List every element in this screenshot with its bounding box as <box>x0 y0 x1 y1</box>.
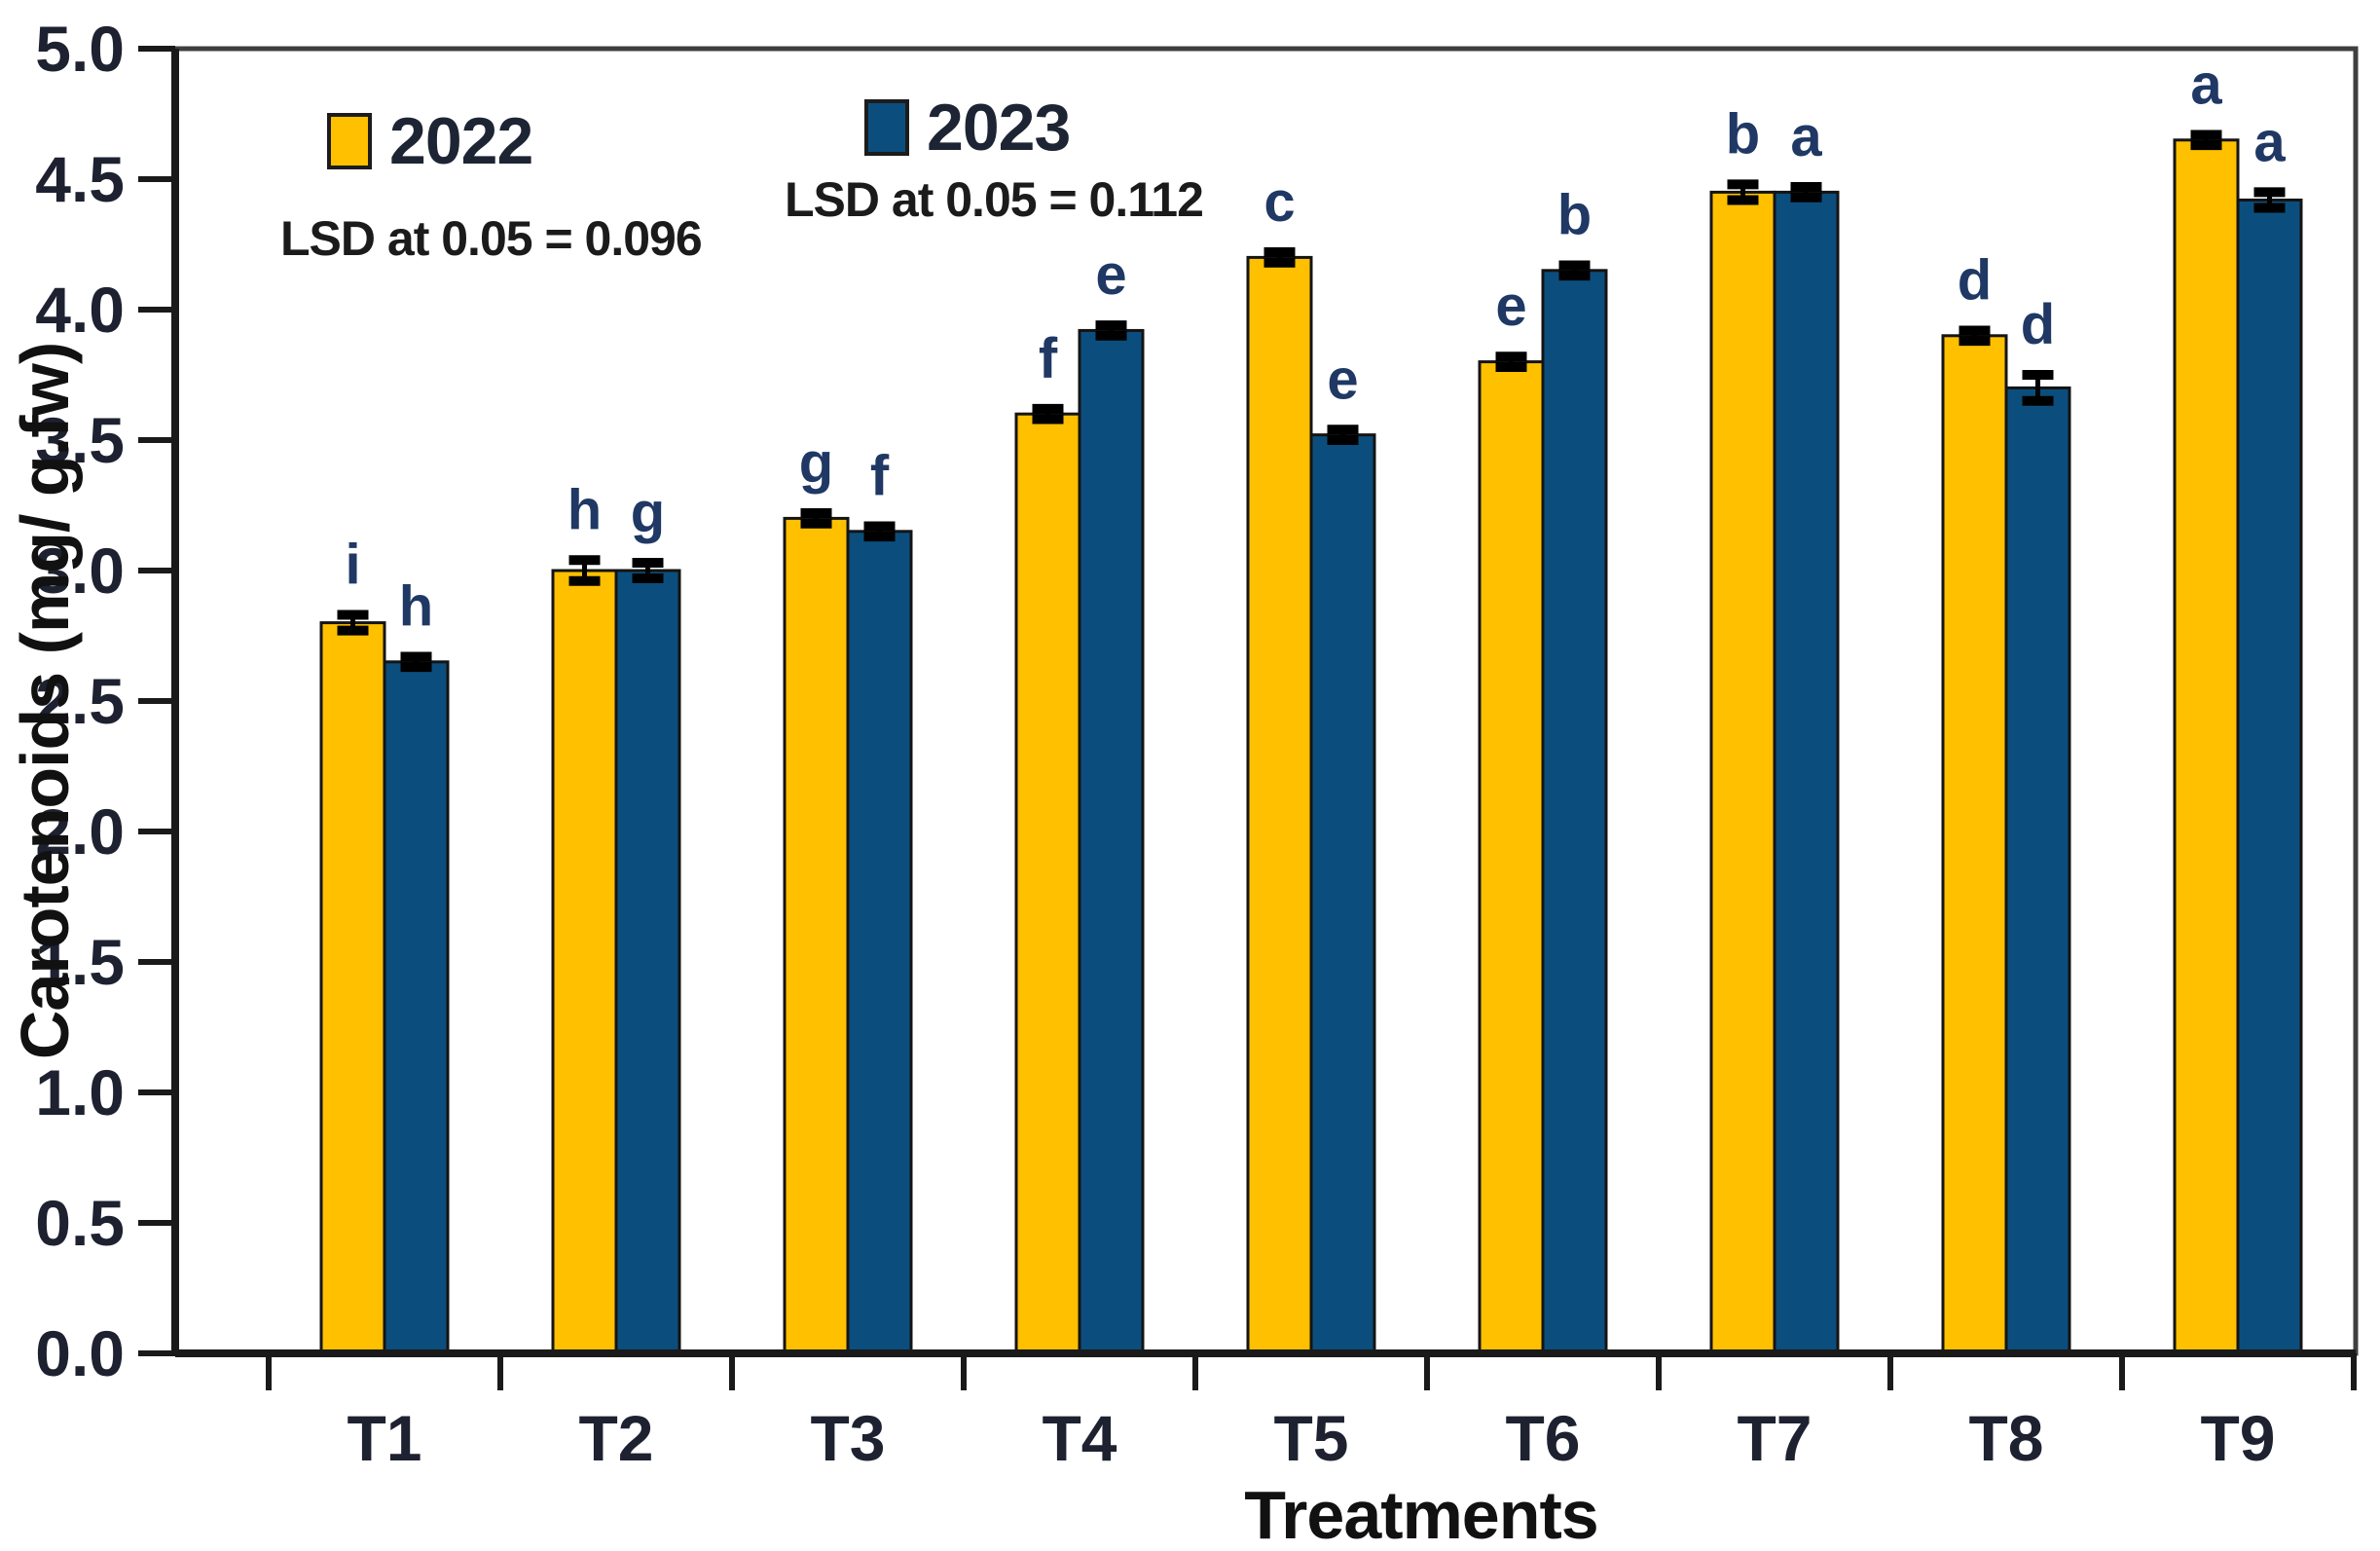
bar-2023-T8 <box>2004 386 2071 1355</box>
bar-2023-T3 <box>846 530 913 1355</box>
sig-letter-2022-T4: f <box>1039 327 1058 390</box>
y-tick-label: 1.0 <box>35 1056 125 1128</box>
x-tick-label-T3: T3 <box>810 1402 885 1474</box>
sig-letter-2023-T5: e <box>1327 348 1358 411</box>
lsd-note-2023: LSD at 0.05 = 0.112 <box>785 172 1204 227</box>
x-tick-label-T5: T5 <box>1273 1402 1348 1474</box>
bar-2023-T5 <box>1309 433 1376 1355</box>
sig-letter-2023-T7: a <box>1790 105 1822 168</box>
sig-letter-2022-T1: i <box>345 534 360 597</box>
sig-letter-2022-T2: h <box>568 478 602 541</box>
x-tick-label-T1: T1 <box>347 1402 421 1474</box>
sig-letter-2023-T9: a <box>2253 110 2286 173</box>
sig-letter-2023-T2: g <box>631 481 665 544</box>
bar-2023-T9 <box>2236 198 2303 1355</box>
bar-2022-T2 <box>551 569 618 1355</box>
sig-letter-2022-T9: a <box>2190 53 2222 116</box>
y-tick-label: 4.0 <box>35 274 125 346</box>
sig-letter-2022-T8: d <box>1958 248 1992 312</box>
sig-letter-2022-T7: b <box>1726 102 1760 166</box>
bar-2022-T6 <box>1478 360 1545 1355</box>
bar-2023-T1 <box>383 660 450 1355</box>
bar-2022-T9 <box>2173 138 2240 1355</box>
x-tick-label-T7: T7 <box>1737 1402 1812 1474</box>
y-tick-label: 0.0 <box>35 1317 125 1389</box>
sig-letter-2023-T6: b <box>1557 183 1592 246</box>
legend-label-2022: 2022 <box>389 104 533 178</box>
bar-2023-T6 <box>1541 269 1608 1355</box>
legend-swatch-2022-icon <box>327 113 372 169</box>
x-tick-label-T8: T8 <box>1968 1402 2043 1474</box>
bar-2022-T5 <box>1246 255 1313 1355</box>
legend-item-2023: 2023 <box>864 90 1071 166</box>
y-tick-label: 4.5 <box>35 143 125 215</box>
y-tick-label: 3.5 <box>35 404 125 476</box>
sig-letter-2022-T3: g <box>799 431 833 495</box>
sig-letter-2023-T4: e <box>1095 243 1126 307</box>
x-tick-label-T4: T4 <box>1042 1402 1117 1474</box>
sig-letter-2022-T6: e <box>1495 275 1526 338</box>
legend-item-2022: 2022 <box>327 103 533 179</box>
x-tick-label-T9: T9 <box>2200 1402 2275 1474</box>
y-tick-label: 2.5 <box>35 665 125 737</box>
bar-2023-T7 <box>1773 190 1840 1355</box>
bar-2022-T3 <box>783 516 850 1355</box>
x-tick-label-T2: T2 <box>578 1402 653 1474</box>
bar-2022-T4 <box>1014 412 1081 1355</box>
x-tick-label-T6: T6 <box>1505 1402 1580 1474</box>
bar-2022-T8 <box>1941 334 2008 1355</box>
y-tick-label: 2.0 <box>35 795 125 868</box>
x-axis-title: Treatments <box>1244 1477 1598 1551</box>
sig-letter-2022-T5: c <box>1263 170 1295 234</box>
y-tick-label: 5.0 <box>35 13 125 85</box>
bar-2022-T1 <box>319 621 386 1355</box>
y-tick-label: 0.5 <box>35 1187 125 1259</box>
sig-letter-2023-T3: f <box>870 444 890 507</box>
legend-swatch-2023-icon <box>864 99 909 156</box>
bar-2023-T4 <box>1078 328 1145 1355</box>
sig-letter-2023-T1: h <box>399 574 433 638</box>
y-tick-label: 3.0 <box>35 535 125 607</box>
y-axis-title: Carotenoids (mg/ g.fw) <box>7 342 83 1060</box>
sig-letter-2023-T8: d <box>2021 293 2055 356</box>
bar-2023-T2 <box>614 569 681 1355</box>
y-tick-label: 1.5 <box>35 926 125 998</box>
bar-2022-T7 <box>1709 190 1776 1355</box>
lsd-note-2022: LSD at 0.05 = 0.096 <box>280 211 703 266</box>
legend-label-2023: 2023 <box>927 91 1071 165</box>
